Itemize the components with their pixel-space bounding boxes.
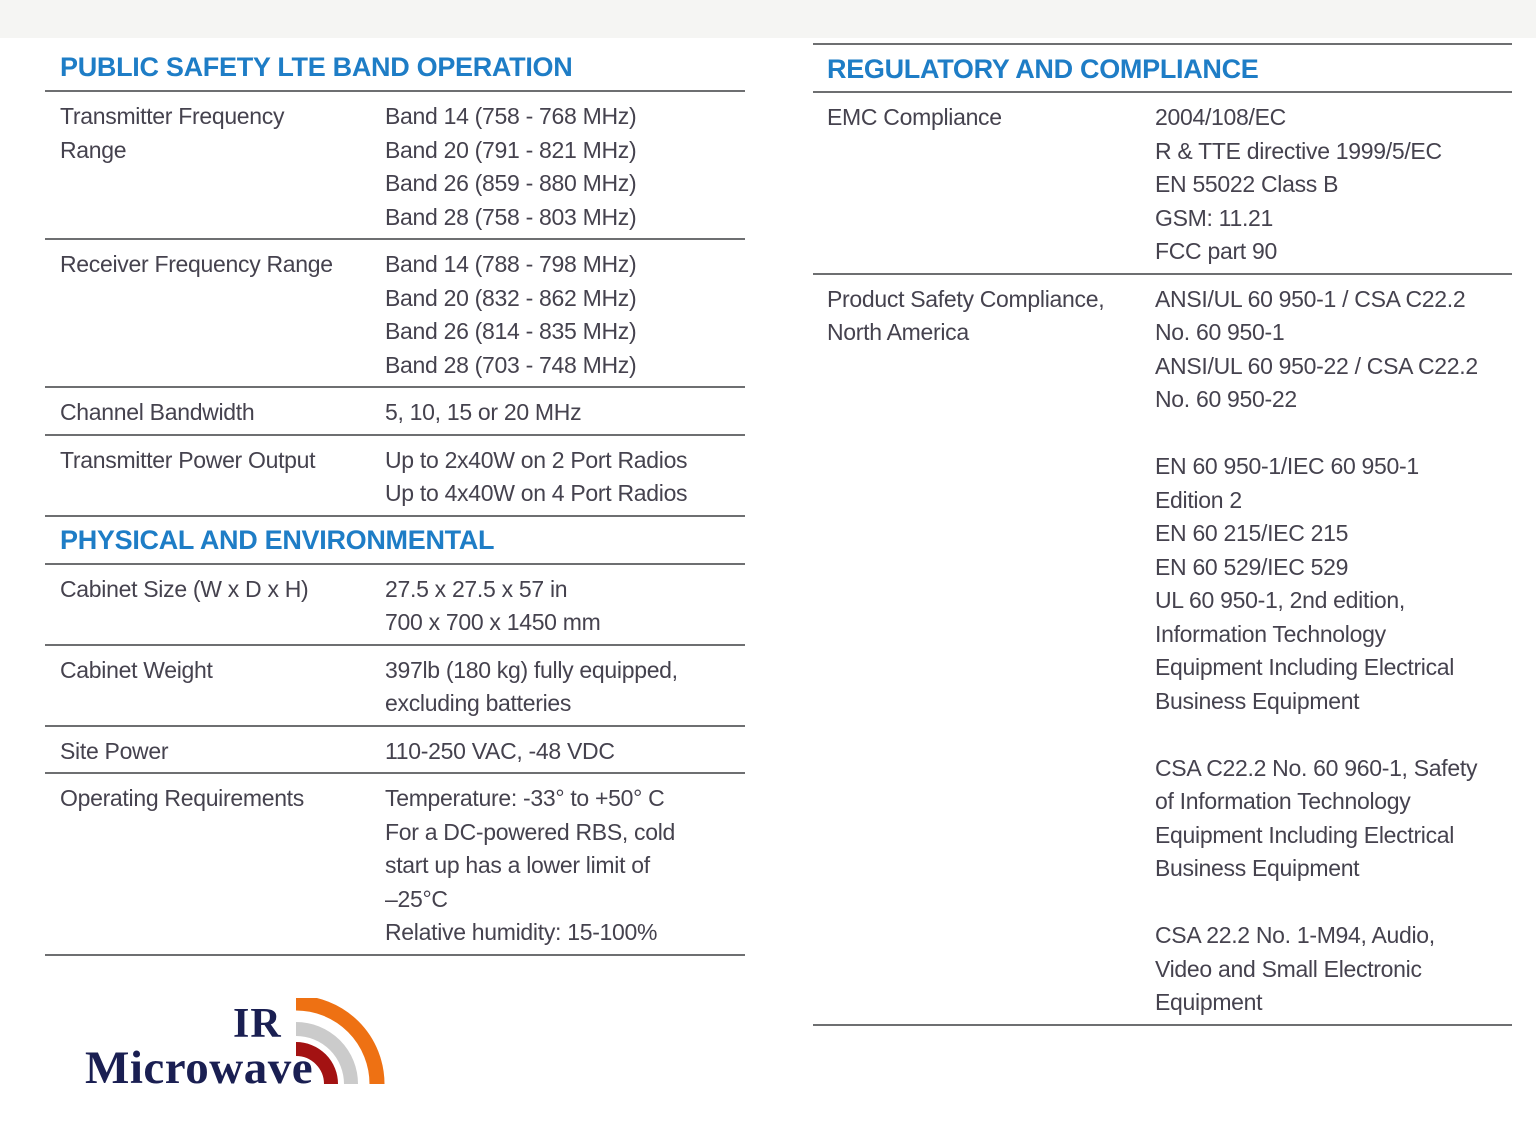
table-row: Operating Requirements Temperature: -33°…	[45, 774, 745, 956]
spec-value: Band 14 (788 - 798 MHz) Band 20 (832 - 8…	[385, 251, 637, 378]
table-row: Transmitter Frequency Range Band 14 (758…	[45, 92, 745, 240]
logo: IR Microwave	[85, 1001, 314, 1094]
section-title-lte-band-operation: PUBLIC SAFETY LTE BAND OPERATION	[45, 44, 745, 92]
signal-arcs-icon	[295, 998, 385, 1085]
spec-label: Product Safety Compliance, North America	[827, 285, 1105, 346]
spec-label: Cabinet Size (W x D x H)	[60, 575, 309, 602]
spec-label: Transmitter Power Output	[60, 446, 316, 473]
table-row: Channel Bandwidth 5, 10, 15 or 20 MHz	[45, 388, 745, 436]
spec-label: Operating Requirements	[60, 785, 304, 811]
spec-value: 2004/108/EC R & TTE directive 1999/5/EC …	[1155, 104, 1442, 264]
spec-label: Channel Bandwidth	[60, 399, 255, 425]
logo-text-ir: IR	[233, 1001, 282, 1047]
table-row: Receiver Frequency Range Band 14 (788 - …	[45, 240, 745, 388]
spec-value: Temperature: -33° to +50° C For a DC-pow…	[385, 785, 676, 945]
spec-column-right: REGULATORY AND COMPLIANCE EMC Compliance…	[813, 43, 1512, 1026]
spec-label: EMC Compliance	[827, 104, 1002, 130]
logo-text-microwave: Microwave	[85, 1042, 314, 1094]
table-row: Product Safety Compliance, North America…	[813, 275, 1512, 1026]
spec-value: 397lb (180 kg) fully equipped, excluding…	[385, 656, 678, 717]
spec-value: Band 14 (758 - 768 MHz) Band 20 (791 - 8…	[385, 103, 637, 230]
section-title-regulatory-compliance: REGULATORY AND COMPLIANCE	[813, 43, 1512, 93]
section-title-physical-environmental: PHYSICAL AND ENVIRONMENTAL	[45, 517, 745, 565]
table-row: Cabinet Weight 397lb (180 kg) fully equi…	[45, 646, 745, 727]
spec-value: Up to 2x40W on 2 Port Radios Up to 4x40W…	[385, 446, 688, 507]
spec-label: Transmitter Frequency Range	[60, 103, 285, 163]
spec-label: Site Power	[60, 737, 169, 764]
table-row: Cabinet Size (W x D x H) 27.5 x 27.5 x 5…	[45, 565, 745, 646]
page-top-band	[0, 0, 1536, 38]
spec-column-left: PUBLIC SAFETY LTE BAND OPERATION Transmi…	[45, 44, 745, 956]
spec-label: Receiver Frequency Range	[60, 251, 333, 277]
spec-value: 110-250 VAC, -48 VDC	[385, 737, 615, 764]
spec-value: ANSI/UL 60 950-1 / CSA C22.2 No. 60 950-…	[1155, 285, 1478, 1016]
spec-label: Cabinet Weight	[60, 656, 213, 683]
table-row: Transmitter Power Output Up to 2x40W on …	[45, 436, 745, 517]
spec-value: 5, 10, 15 or 20 MHz	[385, 399, 582, 425]
spec-value: 27.5 x 27.5 x 57 in 700 x 700 x 1450 mm	[385, 575, 601, 636]
table-row: EMC Compliance 2004/108/EC R & TTE direc…	[813, 93, 1512, 275]
table-row: Site Power 110-250 VAC, -48 VDC	[45, 727, 745, 774]
